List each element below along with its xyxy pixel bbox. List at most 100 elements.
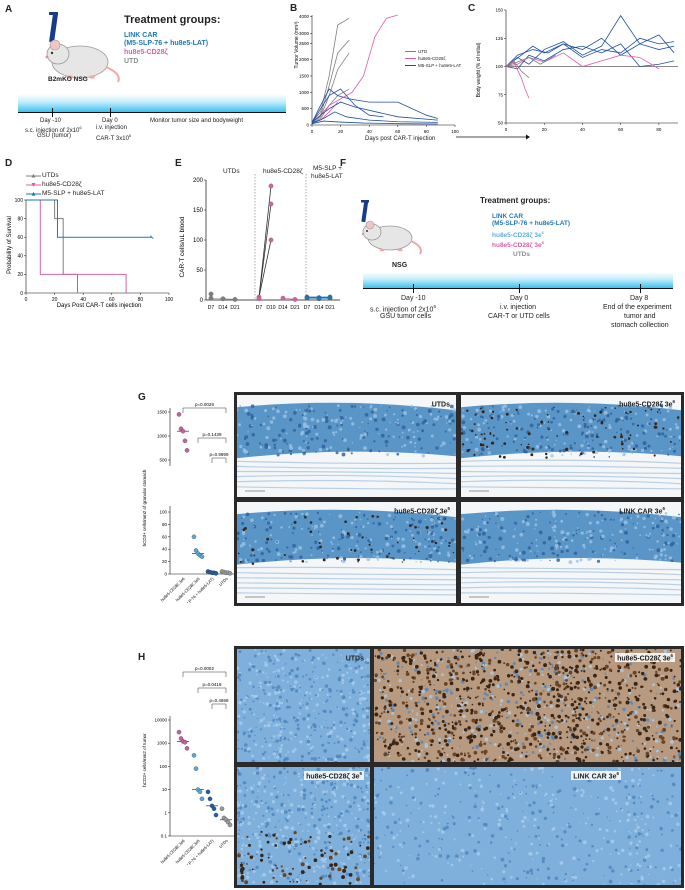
histoH3-cell — [291, 811, 294, 814]
histoH4-cell — [519, 791, 522, 794]
histoH4-cell — [437, 847, 441, 851]
histoH2-cell — [541, 670, 543, 672]
histoH1-cell — [264, 737, 267, 740]
histoH1-cell — [276, 699, 278, 702]
histoG3-cell — [317, 531, 320, 533]
histoG2-cd3 — [506, 428, 509, 431]
histoH2-cd3 — [427, 680, 431, 684]
histoG3-cd3 — [361, 536, 364, 539]
histoH1-cell — [272, 662, 275, 665]
histoH4-cell — [676, 822, 680, 826]
histoH1-cell — [273, 740, 275, 743]
histoG4-cell — [522, 530, 525, 533]
histoH4-cell — [389, 800, 393, 805]
histoH1-cell — [275, 702, 279, 706]
histoH1-cell — [338, 668, 342, 672]
histoG3-cd3 — [386, 555, 389, 559]
histoH3-cell — [238, 789, 242, 793]
histoH3-cell — [338, 827, 340, 829]
chart-e-point-2-5 — [327, 295, 333, 301]
histoG4-cell — [623, 530, 628, 535]
histoH1-cell — [359, 701, 362, 705]
histoG3-cell — [417, 542, 422, 546]
histoG4-cell — [495, 548, 497, 551]
histoH4-cell — [510, 773, 513, 776]
histoG3-cell — [424, 545, 427, 548]
histoH2-cell — [535, 700, 540, 705]
histoH2-cell — [499, 699, 504, 703]
histoG3-cell — [237, 536, 240, 541]
histology-g-3: hu8e5-CD28ζ 3e5 — [237, 502, 456, 603]
histoH4-cell — [380, 768, 384, 771]
histoH2-cd3 — [442, 692, 446, 697]
histoH1-cell — [266, 683, 270, 687]
histoH4-cell — [647, 865, 650, 868]
histoG3-cd3 — [355, 515, 358, 519]
histoH1-cell — [346, 727, 349, 731]
chart-e-point-0-3 — [232, 297, 238, 302]
histoH3-cd3 — [239, 868, 244, 873]
chart-h-xtick-label: hu8e5-CD28ζ 3e6 — [159, 838, 186, 865]
histoH2-cd3 — [608, 661, 611, 664]
timeline-text-f3: End of the experiment — [603, 304, 672, 311]
histoH2-cd3 — [379, 715, 382, 718]
histoH2-cd3 — [398, 733, 401, 736]
histoG3-cd3 — [440, 522, 444, 525]
histoH2-cd3 — [546, 749, 549, 752]
chart-h-ytick-label: 10 — [162, 787, 168, 792]
histoH1-cell — [274, 691, 278, 695]
group-cd28-3e5-f-sup: 5 — [541, 240, 544, 245]
histoH2-cd3 — [545, 704, 549, 707]
histoG2-cell — [569, 446, 573, 450]
histoG1-cell — [369, 417, 373, 421]
histoH2-cd3 — [549, 700, 553, 705]
histoH4-cell — [605, 828, 609, 832]
histoH2-cd3 — [483, 669, 486, 673]
histoH2-cd3 — [593, 656, 597, 660]
histoH4-cell — [403, 842, 406, 845]
histoH2-cell — [655, 750, 659, 753]
group-link-sub-f: (M5-SLP-76 + hu8e5-LAT) — [492, 220, 571, 227]
histoG2-cell — [516, 434, 518, 437]
histoG2-cd3 — [515, 427, 519, 430]
histoG3-cell — [300, 527, 304, 530]
histoH2-cd3 — [444, 735, 448, 738]
chart-b-series-1-line-0 — [311, 14, 398, 124]
histoH4-cell — [490, 877, 493, 881]
histoH2-cd3 — [406, 746, 410, 750]
histoH4-cell — [587, 854, 591, 857]
histoH1-cell — [268, 743, 272, 747]
histoG3-cell — [394, 530, 398, 534]
histoG1-cell — [440, 444, 443, 447]
histoH2-cell — [421, 689, 425, 694]
histoH4-cell — [630, 832, 632, 834]
histoG4-cell — [671, 541, 675, 545]
histoG1-cell — [346, 447, 350, 451]
histoG2-cd3 — [577, 411, 581, 415]
histoH4-cell — [496, 784, 501, 788]
histoH3-cd3 — [265, 833, 268, 837]
histoG3-cell — [409, 530, 411, 532]
histoH3-cell — [351, 849, 354, 851]
histoH3-cell — [260, 799, 263, 803]
histoH4-cell — [446, 854, 450, 859]
histoH2-cd3 — [491, 683, 495, 687]
histoH2-cd3 — [492, 759, 495, 762]
histoH3-cd3 — [320, 849, 323, 852]
histoH1-cell — [273, 714, 276, 717]
histoG1-cell — [292, 428, 296, 432]
histoH4-cell — [467, 833, 472, 837]
histoH1-cell — [279, 730, 283, 734]
histoG2-cd3 — [620, 435, 624, 439]
histoG3-cell — [419, 560, 422, 564]
histoG1-cell — [414, 450, 417, 453]
histoH2-cd3 — [620, 756, 623, 759]
histoH4-cell — [677, 812, 680, 814]
histoH1-cell — [348, 681, 351, 683]
histoH4-cell — [472, 772, 476, 776]
histoG3-cell — [416, 530, 421, 535]
histoH1-cell — [244, 696, 248, 700]
histoH4-cell — [425, 839, 430, 843]
histoH1-cell — [297, 653, 301, 657]
